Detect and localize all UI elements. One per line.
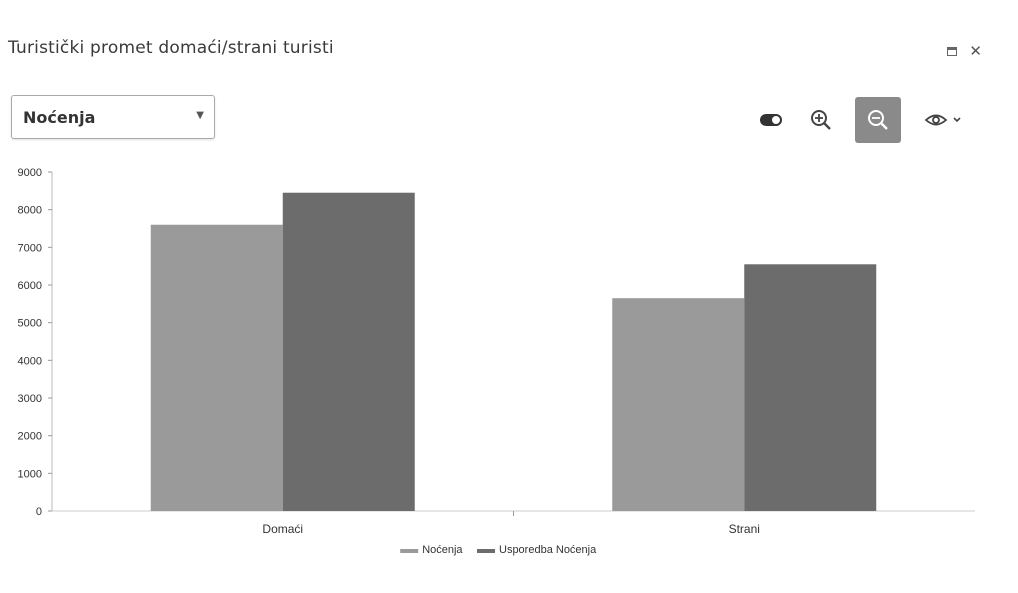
y-tick-label: 8000	[18, 205, 42, 217]
bar[interactable]	[282, 192, 415, 511]
y-tick-label: 0	[36, 506, 42, 518]
legend-swatch	[477, 549, 495, 553]
y-tick-label: 1000	[18, 468, 42, 480]
window-controls: ✕	[947, 42, 982, 60]
y-tick-label: 7000	[18, 242, 42, 254]
y-tick-label: 9000	[18, 167, 42, 179]
legend-label[interactable]: Usporedba Noćenja	[499, 544, 597, 556]
y-tick-label: 6000	[18, 280, 42, 292]
zoom-out-button[interactable]	[855, 97, 901, 143]
legend-label[interactable]: Noćenja	[422, 544, 463, 556]
bar[interactable]	[744, 264, 877, 511]
y-tick-label: 2000	[18, 431, 42, 443]
close-icon[interactable]: ✕	[969, 42, 982, 60]
chevron-down-icon: ▼	[196, 110, 204, 121]
toggle-icon	[760, 114, 782, 126]
maximize-icon[interactable]	[947, 42, 958, 60]
metric-select-value: Noćenja	[23, 108, 96, 127]
zoom-out-icon	[868, 110, 888, 130]
bar-chart: 0 1000 2000 3000 4000 5000 6000 7000 8000 9000 Dom…	[18, 167, 975, 556]
legend-swatch	[400, 549, 419, 553]
toggle-button[interactable]	[748, 97, 794, 143]
y-tick-label: 5000	[18, 318, 42, 330]
visibility-button[interactable]	[914, 97, 974, 143]
zoom-in-button[interactable]	[798, 97, 844, 143]
y-tick-label: 3000	[18, 393, 42, 405]
chart-toolbar	[748, 97, 978, 143]
y-tick-label: 4000	[18, 355, 42, 367]
bar[interactable]	[150, 224, 283, 511]
x-category-label: Strani	[729, 522, 760, 536]
metric-select[interactable]: Noćenja ▼	[11, 95, 215, 139]
eye-icon	[924, 114, 961, 126]
bar[interactable]	[612, 298, 745, 511]
panel-title: Turistički promet domaći/strani turisti	[8, 38, 334, 58]
x-category-label: Domaći	[262, 522, 303, 536]
zoom-in-icon	[811, 110, 831, 130]
